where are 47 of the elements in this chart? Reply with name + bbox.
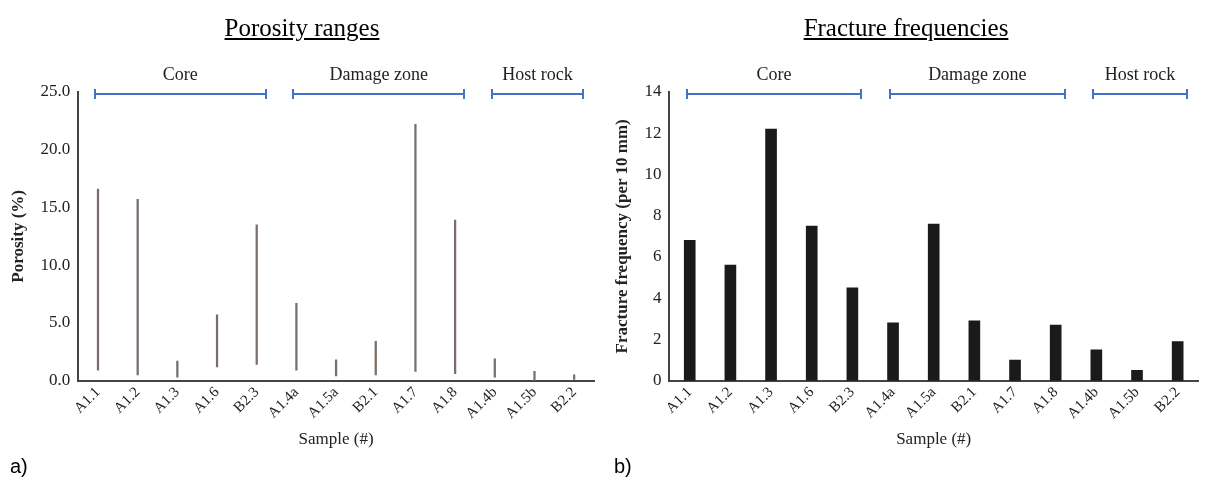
y-tick-label: 0 (652, 370, 662, 390)
y-tick-label: 2 (652, 328, 662, 348)
bar (414, 124, 417, 372)
y-tick-label: 14 (644, 81, 662, 101)
bar (805, 225, 818, 381)
x-axis-title: Sample (#) (896, 429, 972, 449)
bar (968, 320, 981, 381)
text: Core (755, 64, 793, 85)
bar (683, 240, 696, 381)
bar (493, 358, 496, 378)
text: a) (10, 455, 28, 478)
y-tick-label: 10.0 (40, 254, 71, 274)
text: Damage zone (328, 64, 429, 85)
y-tick-label: 10 (644, 163, 662, 183)
bar (1171, 341, 1184, 381)
text: Damage zone (927, 64, 1028, 85)
x-axis-title: Sample (#) (298, 429, 374, 449)
text: b) (614, 455, 632, 478)
bar (1009, 359, 1021, 381)
y-tick-label: 6 (652, 246, 662, 266)
x-tick-label: B2.1 (349, 383, 381, 416)
chart-title: Porosity ranges (223, 14, 381, 42)
y-axis-title: Fracture frequency (per 10 mm) (611, 119, 631, 354)
bar (1131, 370, 1143, 381)
bar (1049, 324, 1062, 381)
bar (724, 264, 737, 381)
y-tick-label: 0.0 (48, 370, 71, 390)
bar (887, 322, 899, 381)
y-tick-label: 4 (652, 287, 662, 307)
y-tick-label: 8 (652, 205, 662, 225)
bar (295, 302, 298, 371)
text: Core (161, 64, 199, 85)
bar (533, 371, 536, 381)
y-axis-title: Porosity (%) (7, 189, 27, 283)
y-tick-label: 20.0 (40, 139, 71, 159)
y-tick-label: 25.0 (40, 81, 71, 101)
chart-title: Fracture frequencies (802, 14, 1010, 42)
bar (765, 128, 777, 381)
x-tick-label: B2.1 (947, 383, 980, 416)
y-tick-label: 5.0 (48, 312, 71, 332)
y-tick-label: 15.0 (40, 196, 71, 216)
text: Host rock (1103, 64, 1177, 85)
bar (927, 223, 940, 381)
text: Host rock (501, 64, 574, 85)
bar (1090, 349, 1103, 381)
y-tick-label: 12 (644, 122, 662, 142)
bar (846, 287, 859, 381)
